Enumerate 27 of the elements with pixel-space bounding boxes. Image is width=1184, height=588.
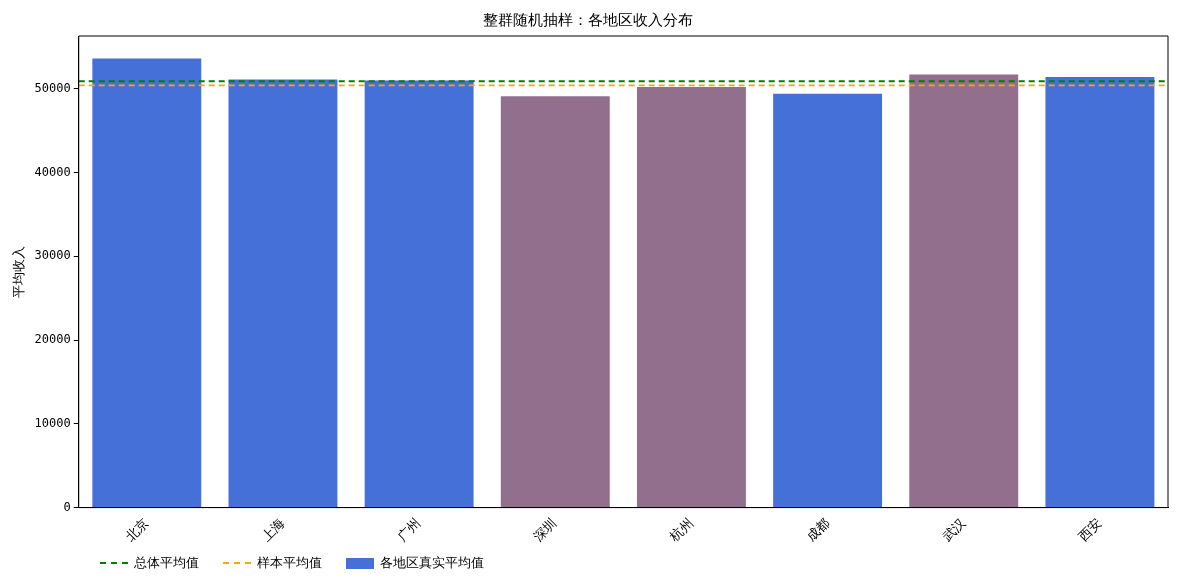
- x-tick-label: 西安: [1075, 515, 1105, 544]
- x-tick-label: 北京: [122, 515, 152, 544]
- bar: [636, 87, 746, 508]
- x-tick-label: 武汉: [939, 515, 969, 544]
- bar: [773, 93, 883, 508]
- x-tick-label: 广州: [394, 515, 424, 544]
- y-tick-label: 50000: [34, 80, 71, 95]
- x-tick-label: 上海: [258, 515, 288, 544]
- y-tick-label: 10000: [34, 415, 71, 430]
- y-tick-label: 30000: [34, 248, 71, 263]
- legend-label: 各地区真实平均值: [380, 554, 484, 572]
- bar: [1045, 77, 1155, 508]
- chart-title: 整群随机抽样：各地区收入分布: [483, 10, 693, 29]
- y-tick-label: 0: [63, 499, 71, 514]
- legend-label: 样本平均值: [257, 554, 322, 572]
- y-tick-label: 40000: [34, 164, 71, 179]
- bar: [909, 74, 1019, 508]
- y-axis-title: 平均收入: [11, 245, 27, 298]
- y-tick-label: 20000: [34, 332, 71, 347]
- bar: [228, 79, 338, 508]
- x-tick-label: 深圳: [530, 515, 560, 544]
- x-tick-label: 成都: [803, 515, 833, 544]
- bar: [500, 96, 610, 508]
- x-tick-label: 杭州: [666, 515, 696, 545]
- bar: [364, 80, 474, 508]
- legend-label: 总体平均值: [134, 554, 199, 572]
- bar: [92, 58, 202, 508]
